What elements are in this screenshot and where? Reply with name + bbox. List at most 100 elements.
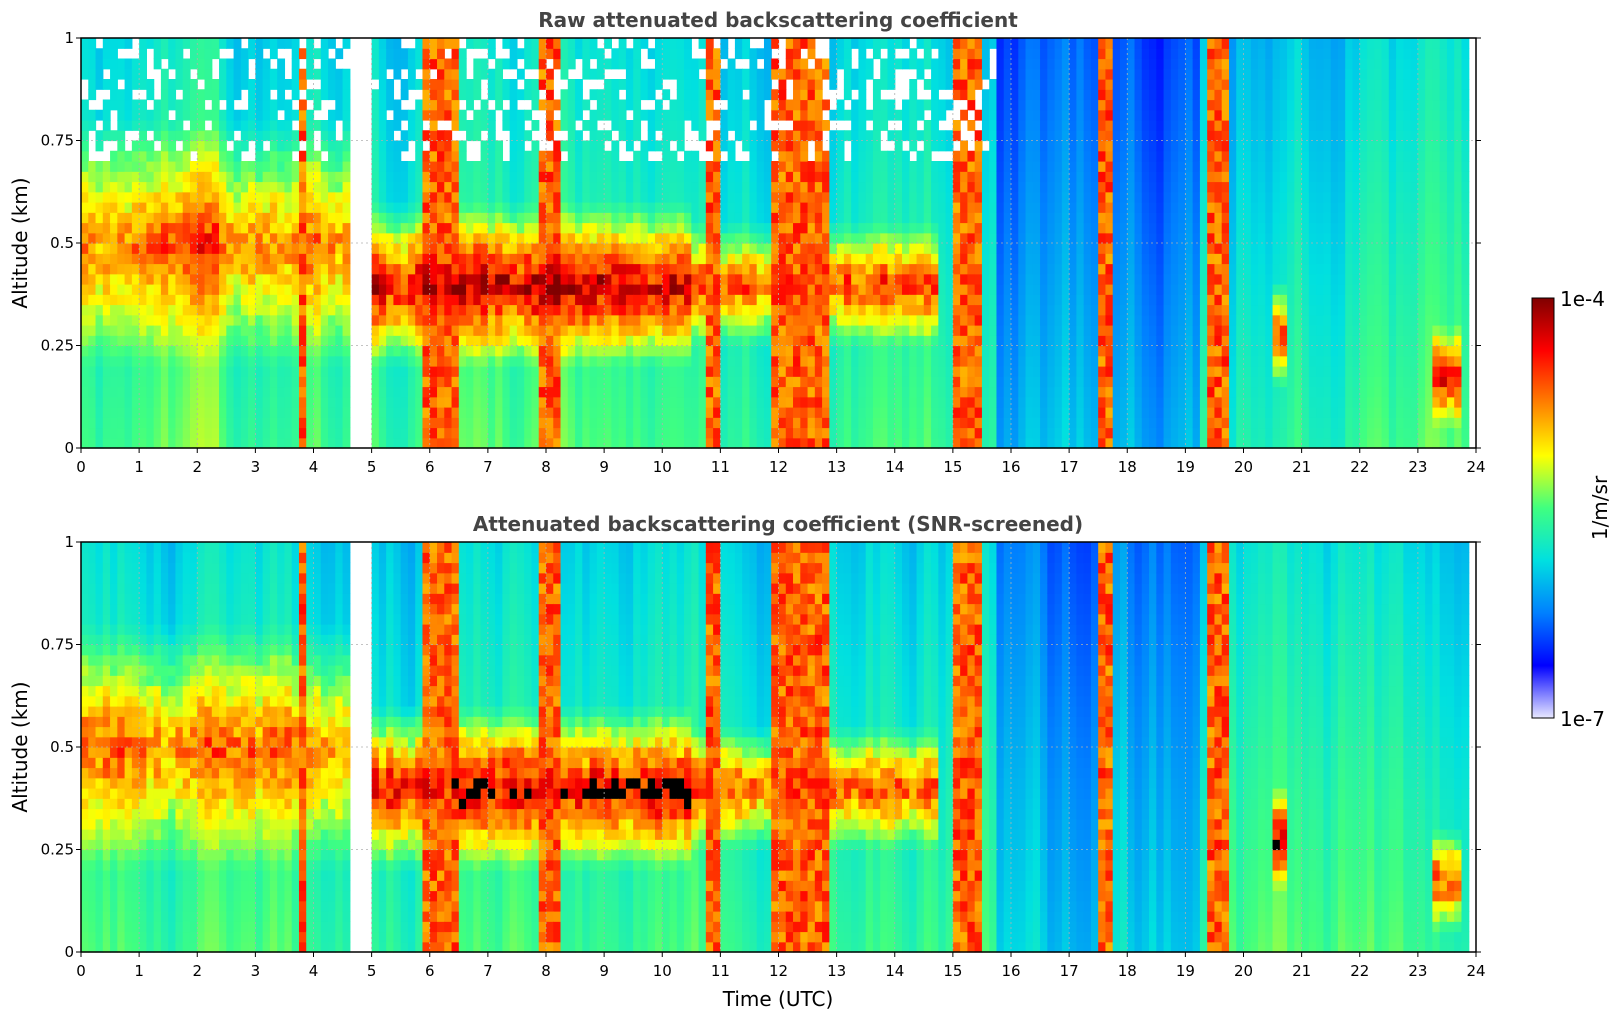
heatmap-cell [306,386,315,398]
heatmap-cell [284,427,293,439]
heatmap-cell [255,325,264,336]
heatmap-cell [88,304,97,316]
heatmap-cell [538,284,547,295]
heatmap-cell [916,366,925,377]
heatmap-cell [625,366,634,377]
heatmap-cell [458,376,467,388]
heatmap-cell [117,355,126,367]
heatmap-cell [836,109,845,121]
heatmap-cell [451,150,460,162]
heatmap-cell [466,366,474,377]
heatmap-cell [546,345,554,357]
heatmap-cell [691,284,700,295]
heatmap-cell [654,171,663,183]
heatmap-cell [763,417,772,429]
heatmap-cell [495,161,504,172]
heatmap-cell [734,427,743,439]
heatmap-cell [451,202,460,213]
heatmap-cell [415,294,424,306]
heatmap-cell [131,161,140,172]
heatmap-cell [124,407,133,418]
heatmap-cell [633,304,642,316]
heatmap-cell [175,335,184,347]
heatmap-cell [473,120,482,131]
heatmap-cell [546,232,554,244]
heatmap-cell [807,407,816,418]
heatmap-cell [923,335,932,347]
heatmap-cell [444,417,453,429]
heatmap-cell [495,355,504,367]
heatmap-cell [684,68,692,80]
heatmap-cell [931,202,939,213]
heatmap-cell [102,386,111,398]
heatmap-cell [814,79,823,90]
heatmap-cell [175,243,184,254]
heatmap-cell [865,130,874,142]
heatmap-cell [117,417,126,429]
heatmap-cell [676,417,685,429]
heatmap-cell [989,263,998,275]
heatmap-cell [386,304,395,316]
heatmap-cell [393,366,402,377]
heatmap-cell [437,150,445,162]
heatmap-cell [139,386,147,398]
heatmap-cell [189,427,198,439]
heatmap-cell [640,191,649,203]
heatmap-cell [444,407,453,418]
heatmap-cell [226,202,235,213]
heatmap-cell [749,99,758,111]
heatmap-cell [560,417,569,429]
heatmap-cell [872,161,881,172]
heatmap-cell [560,120,569,131]
heatmap-cell [923,386,932,398]
heatmap-cell [291,396,300,408]
heatmap-cell [705,284,714,295]
heatmap-cell [705,366,714,377]
heatmap-cell [640,171,649,183]
heatmap-cell [902,376,910,388]
heatmap-cell [458,202,467,213]
heatmap-cell [342,140,351,152]
heatmap-cell [393,335,402,347]
heatmap-cell [1047,202,1056,213]
heatmap-cell [139,407,147,418]
heatmap-cell [996,222,1005,234]
heatmap-cell [531,284,540,295]
heatmap-cell [248,130,256,142]
heatmap-cell [1047,99,1056,111]
heatmap-cell [219,335,227,347]
heatmap-cell [538,212,547,224]
heatmap-cell [233,120,242,131]
heatmap-cell [422,89,431,101]
heatmap-cell [829,294,838,306]
heatmap-cell [233,222,242,234]
heatmap-cell [1032,417,1041,429]
heatmap-cell [742,48,751,60]
heatmap-cell [814,181,823,193]
heatmap-cell [233,232,242,244]
heatmap-cell [872,386,881,398]
heatmap-cell [1054,130,1063,142]
heatmap-cell [1003,437,1012,449]
heatmap-cell [378,376,387,388]
heatmap-cell [393,232,402,244]
heatmap-cell [931,355,939,367]
heatmap-cell [596,396,605,408]
heatmap-cell [822,427,830,439]
heatmap-cell [81,325,89,336]
heatmap-cell [836,150,845,162]
heatmap-cell [1025,376,1034,388]
heatmap-cell [604,386,612,398]
heatmap-cell [95,407,104,418]
heatmap-cell [858,109,867,121]
heatmap-cell [378,232,387,244]
heatmap-cell [1047,191,1056,203]
heatmap-cell [219,284,227,295]
heatmap-cell [335,355,344,367]
heatmap-cell [887,294,896,306]
heatmap-cell [713,366,721,377]
heatmap-cell [226,181,235,193]
heatmap-cell [611,181,620,193]
heatmap-cell [793,376,801,388]
heatmap-cell [88,191,97,203]
